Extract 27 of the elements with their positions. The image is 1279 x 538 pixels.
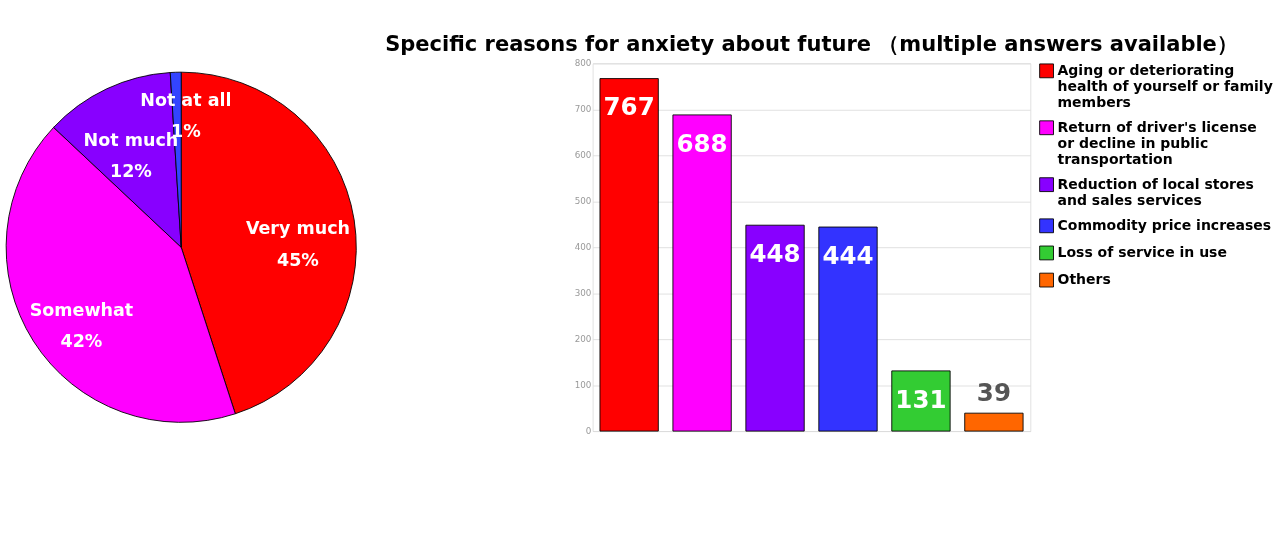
data-label: 448 — [749, 238, 801, 268]
legend-label: Return of driver's license or decline in public transportation — [1057, 119, 1257, 167]
y-tick-label: 300 — [574, 288, 592, 299]
slice-label: Somewhat — [29, 299, 134, 320]
data-label: 12% — [109, 161, 152, 182]
data-label: 45% — [277, 249, 319, 270]
y-tick-label: 400 — [574, 242, 592, 253]
slice-label: Very much — [245, 218, 350, 239]
chart-title: Specific reasons for anxiety about future （multiple answers available） — [385, 31, 1238, 57]
y-tick-label: 100 — [574, 380, 592, 391]
y-tick-label: 700 — [574, 104, 592, 115]
data-label: 131 — [895, 384, 947, 414]
data-label: 39 — [976, 377, 1011, 407]
y-tick-label: 500 — [574, 196, 592, 207]
y-tick-label: 600 — [574, 150, 592, 161]
legend-label: Aging or deteriorating health of yourself or family members — [1057, 62, 1273, 110]
data-label: 42% — [60, 331, 103, 352]
y-tick-label: 800 — [574, 58, 592, 69]
legend-label: Commodity price increases — [1057, 217, 1272, 234]
legend-label: Others — [1057, 271, 1111, 288]
legend-label: Reduction of local stores and sales services — [1057, 176, 1254, 208]
legend-label: Loss of service in use — [1057, 244, 1227, 261]
data-label: 688 — [676, 128, 728, 158]
y-tick-label: 200 — [574, 334, 592, 345]
data-label: 444 — [822, 240, 874, 270]
y-tick-label: 0 — [585, 426, 592, 437]
data-label: 767 — [603, 92, 655, 122]
